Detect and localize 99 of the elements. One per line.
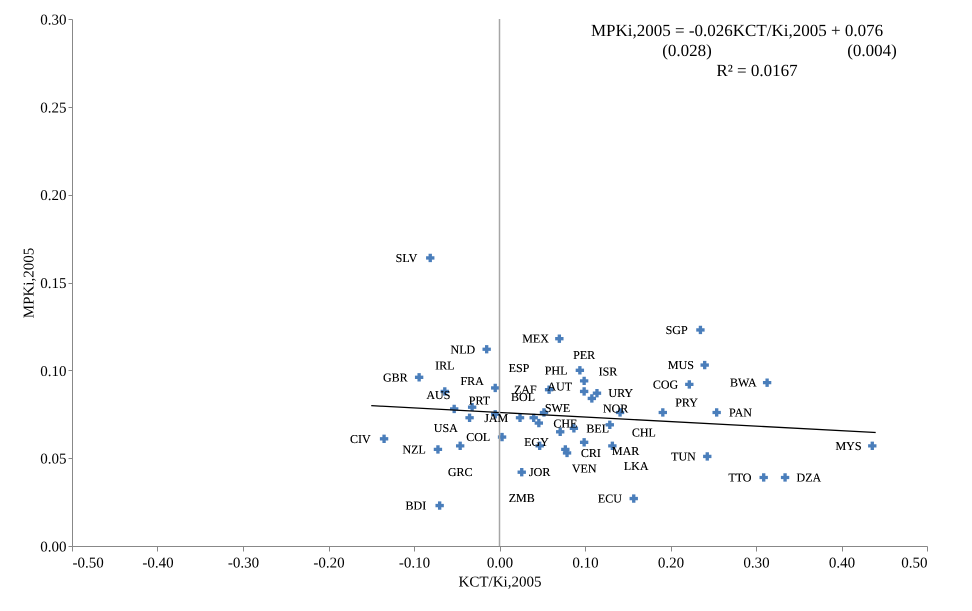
annotation: MUS [668,358,694,372]
annotation: TUN [671,449,696,464]
x-tick-label: 0.10 [572,556,599,572]
point [465,414,474,422]
x-tick-label: 0.00 [486,556,514,572]
annotation: COG [652,377,679,392]
point [456,442,464,450]
annotation: BWA [730,376,757,390]
annotation: MYS [835,438,862,453]
point [592,388,602,398]
annotation: CRI [580,446,601,460]
point [518,468,526,476]
point [516,414,524,422]
y-tick-label: 0.00 [40,540,66,556]
point [414,373,424,382]
annotation: USA [434,420,458,435]
annotation: PHL [544,363,568,378]
point [434,445,442,454]
annotation: JOR [529,464,550,479]
annotation: PRY [675,395,698,410]
point [380,434,388,444]
annotation: SWE [544,400,570,415]
annotation: R² = 0.0167 [716,61,798,80]
annotation: NZL [402,442,426,456]
annotation: NLD [450,342,476,356]
y-axis-title: MPKi,2005 [21,248,38,318]
annotation: (0.004) [847,41,897,60]
annotation: TTO [728,470,752,484]
annotation: MPKi,2005 = -0.026KCT/Ki,2005 + 0.076 [590,21,884,40]
point [700,360,709,370]
annotation: IRL [435,358,454,372]
y-tick-label: 0.15 [40,276,66,292]
point [868,442,876,450]
point [760,473,768,482]
x-tick-label: -0.50 [72,556,104,572]
point [696,326,705,334]
annotation: URY [608,386,634,400]
annotation: MAR [612,444,640,458]
x-axis-title: KCT/Ki,2005 [458,574,542,590]
annotation: BEL [586,421,610,436]
x-tick-label: -0.40 [142,556,174,572]
annotation: ESP [508,360,530,375]
annotation: BDI [406,498,426,513]
point [576,366,584,375]
annotation: AUS [426,388,450,402]
point [712,408,721,417]
point [435,501,444,510]
point [426,254,434,262]
point [580,387,588,396]
x-tick-label: 0.20 [658,556,684,572]
annotation: PAN [729,405,752,420]
annotation: PRT [468,393,491,408]
annotation: GBR [382,370,408,384]
point [580,438,588,447]
point [482,345,491,354]
y-tick-label: 0.05 [40,452,66,468]
annotation: DZA [796,470,822,484]
point [588,394,596,403]
annotation: GRC [448,464,473,479]
annotation: SGP [666,322,688,337]
annotation: ECU [598,492,622,506]
point [780,473,790,482]
point [703,452,712,461]
annotation: NOR [602,401,628,416]
annotation: LKA [624,458,649,473]
annotation: PER [573,348,596,362]
point [534,418,544,428]
point [762,378,772,387]
annotation: AUT [547,379,573,394]
annotation: ISR [598,364,618,378]
annotation: FRA [460,374,484,388]
annotation: (0.028) [662,41,712,60]
y-tick-label: 0.30 [40,12,66,28]
x-tick-label: -0.10 [398,556,430,572]
point [555,334,564,343]
y-tick-label: 0.10 [40,364,66,380]
y-tick-label: 0.25 [40,100,66,116]
annotation: JAM [484,410,509,425]
annotation: VEN [572,461,597,476]
point [491,384,500,392]
x-tick-label: -0.30 [228,556,260,572]
annotation: MEX [522,332,550,346]
point [580,376,588,386]
x-tick-label: -0.20 [313,556,345,572]
x-tick-label: 0.50 [901,556,928,572]
point [556,428,564,436]
annotation: SLV [396,250,418,265]
y-tick-label: 0.20 [40,188,66,204]
annotation: CIV [350,432,371,446]
point [658,408,667,417]
annotation: CHL [632,425,656,440]
annotation: EGY [524,434,550,449]
x-tick-label: 0.40 [828,556,856,572]
point [685,380,694,389]
x-tick-label: 0.30 [743,556,770,572]
annotation: COL [466,430,490,444]
annotation: ZMB [508,491,535,506]
annotation: CHE [553,416,578,430]
point [630,494,638,503]
